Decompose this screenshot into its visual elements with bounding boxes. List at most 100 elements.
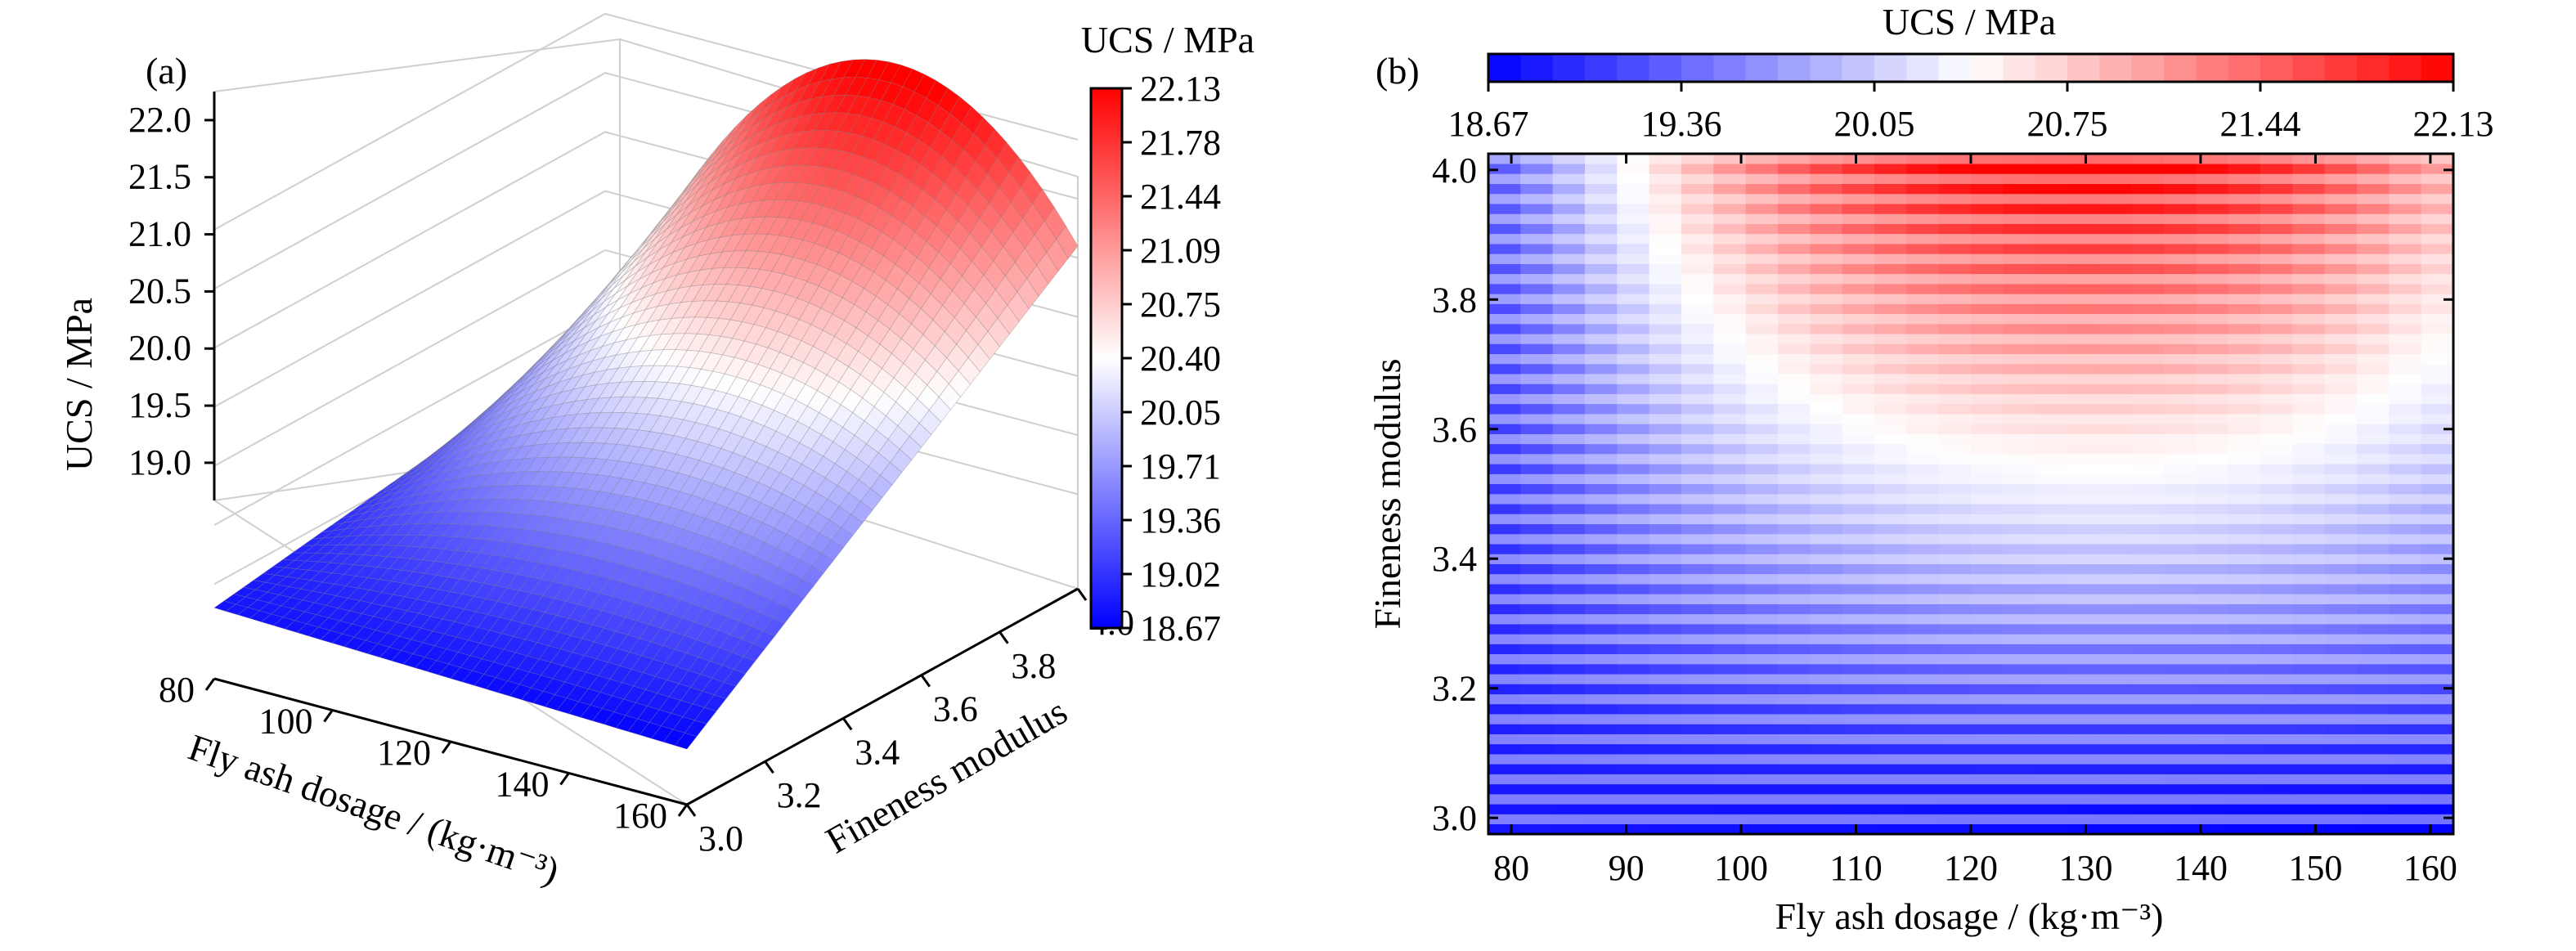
heatmap-cell	[2099, 164, 2133, 174]
heatmap-cell	[2099, 584, 2133, 594]
heatmap-cell	[1842, 443, 1875, 455]
heatmap-cell	[2260, 164, 2293, 174]
heatmap-cell	[1552, 613, 1586, 625]
heatmap-cell	[1971, 644, 2004, 655]
heatmap-cell	[2131, 273, 2165, 285]
heatmap-cell	[1585, 294, 1618, 304]
heatmap-cell	[2099, 693, 2133, 705]
y-tick-mark	[764, 760, 774, 774]
heatmap-cell	[1617, 273, 1650, 285]
heatmap-cell	[1745, 573, 1779, 585]
heatmap-cell	[2324, 483, 2358, 495]
heatmap-cell	[2035, 514, 2068, 525]
heatmap-cell	[2357, 533, 2390, 545]
heatmap-cell	[1810, 284, 1843, 294]
heatmap-cell	[1520, 363, 1554, 375]
heatmap-cell	[1649, 703, 1682, 715]
colorbar-a-tick-label: 19.02	[1140, 554, 1221, 594]
heatmap-cell	[1906, 774, 1940, 785]
heatmap-cell	[1713, 743, 1747, 755]
heatmap-cell	[2260, 504, 2293, 514]
heatmap-cell	[1681, 424, 1714, 434]
heatmap-cell	[1842, 644, 1875, 655]
heatmap-cell	[1552, 814, 1586, 825]
heatmap-cell	[1906, 374, 1940, 384]
heatmap-cell	[2067, 403, 2100, 415]
heatmap-cell	[1971, 164, 2004, 174]
heatmap-cell	[1713, 294, 1747, 304]
heatmap-cell	[1713, 433, 1747, 445]
heatmap-cell	[2292, 473, 2326, 485]
heatmap-cell	[2389, 644, 2422, 655]
heatmap-cell	[1488, 544, 1521, 554]
heatmap-cell	[1617, 624, 1650, 635]
heatmap-cell	[2292, 303, 2326, 315]
heatmap-cell	[2389, 724, 2422, 734]
heatmap-cell	[2035, 624, 2068, 635]
heatmap-y-ticks: 3.03.23.43.63.84.0	[1432, 150, 2453, 838]
heatmap-cell	[1488, 193, 1521, 204]
surface-cell	[928, 396, 952, 423]
heatmap-cell	[1713, 273, 1747, 285]
heatmap-cell	[2067, 794, 2100, 805]
heatmap-cell	[2389, 754, 2422, 765]
heatmap-cell	[1745, 613, 1779, 625]
heatmap-cell	[1617, 594, 1650, 604]
heatmap-cell	[2035, 424, 2068, 434]
heatmap-cell	[2292, 544, 2326, 554]
heatmap-cell	[1745, 284, 1779, 294]
heatmap-cell	[2067, 823, 2100, 835]
heatmap-cell	[1681, 783, 1714, 795]
heatmap-cell	[2099, 563, 2133, 575]
heatmap-cell	[2131, 303, 2165, 315]
heatmap-cell	[2357, 714, 2390, 724]
heatmap-cell	[1713, 494, 1747, 505]
heatmap-cell	[1810, 754, 1843, 765]
heatmap-cell	[2228, 244, 2261, 254]
heatmap-cell	[2067, 743, 2100, 755]
heatmap-cell	[1585, 454, 1618, 464]
heatmap-cell	[1745, 743, 1779, 755]
heatmap-cell	[1520, 303, 1554, 315]
heatmap-cell	[2035, 433, 2068, 445]
heatmap-cell	[1874, 204, 1907, 214]
heatmap-cell	[2099, 724, 2133, 734]
heatmap-cell	[2035, 213, 2068, 224]
heatmap-cell	[1971, 334, 2004, 344]
heatmap-cell	[2196, 433, 2229, 445]
heatmap-cell	[2164, 324, 2197, 334]
heatmap-cell	[2389, 783, 2422, 795]
heatmap-cell	[1488, 754, 1521, 765]
heatmap-cell	[1585, 754, 1618, 765]
heatmap-cell	[2003, 634, 2036, 644]
heatmap-cell	[2389, 213, 2422, 224]
heatmap-cell	[2324, 253, 2358, 264]
heatmap-cell	[1810, 523, 1843, 535]
heatmap-cell	[1552, 674, 1586, 684]
heatmap-cell	[1552, 164, 1586, 174]
heatmap-cell	[2260, 424, 2293, 434]
heatmap-cell	[1745, 384, 1779, 394]
heatmap-cell	[1520, 424, 1554, 434]
heatmap-cell	[2357, 554, 2390, 564]
heatmap-cell	[1778, 674, 1811, 684]
heatmap-cell	[2260, 213, 2293, 224]
heatmap-cell	[2228, 684, 2261, 695]
heatmap-cell	[1778, 223, 1811, 235]
heatmap-cell	[1552, 684, 1586, 695]
heatmap-cell	[2003, 253, 2036, 264]
heatmap-cell	[1938, 414, 1972, 424]
heatmap-cell	[1649, 313, 1682, 325]
heatmap-cell	[1745, 794, 1779, 805]
heatmap-cell	[1745, 724, 1779, 734]
heatmap-cell	[2292, 403, 2326, 415]
heatmap-cell	[1938, 613, 1972, 625]
heatmap-cell	[2292, 393, 2326, 405]
heatmap-cell	[1971, 363, 2004, 375]
heatmap-cell	[2196, 573, 2229, 585]
heatmap-cell	[1713, 814, 1747, 825]
heatmap-cell	[2067, 544, 2100, 554]
heatmap-cell	[1906, 233, 1940, 244]
heatmap-cell	[2067, 273, 2100, 285]
heatmap-cell	[1681, 183, 1714, 195]
